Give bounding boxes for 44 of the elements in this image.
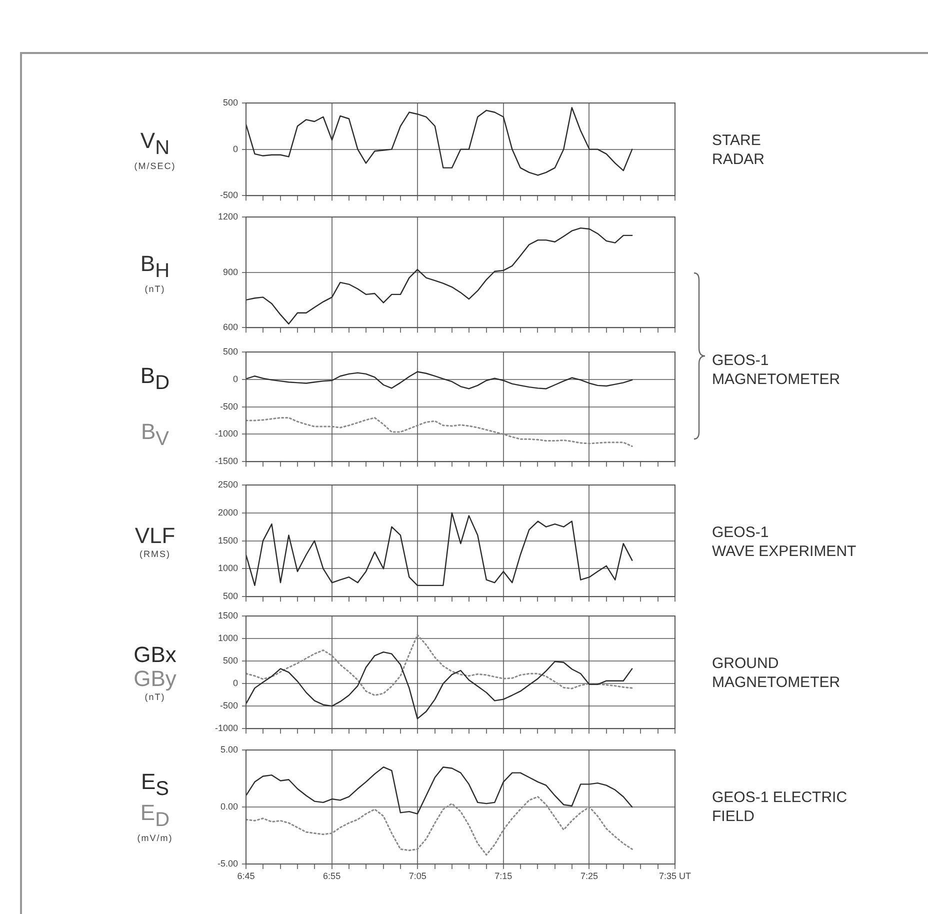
x-tick-label: 6:45 — [237, 870, 255, 881]
y-tick-label: -500 — [220, 700, 238, 711]
y-tick-label: -5.00 — [217, 858, 238, 868]
text: GEOS-1 ELECTRIC FIELD — [712, 788, 848, 826]
y-tick-label: -500 — [220, 401, 238, 412]
y-tick-label: 500 — [222, 346, 238, 356]
y-tick-label: -1000 — [214, 723, 238, 734]
y-tick-label: -500 — [220, 190, 238, 200]
y-axis-title: (mV/m) — [137, 832, 173, 844]
x-tick-label: 7:15 — [494, 870, 512, 881]
y-tick-label: 1000 — [218, 563, 238, 574]
y-tick-label: 900 — [222, 266, 238, 277]
text: GBy — [134, 666, 176, 691]
y-tick-label: 0 — [232, 678, 238, 688]
x-tick-label: 7:05 — [408, 870, 426, 881]
y-tick-label: 0 — [232, 374, 238, 384]
x-tick-label: 7:35 UT — [658, 870, 692, 881]
y-tick-label: 500 — [222, 656, 238, 666]
y-tick-label: 0 — [232, 144, 238, 154]
y-tick-label: 2000 — [218, 507, 238, 518]
y-tick-label: -1000 — [214, 428, 238, 439]
y-tick-label: 1500 — [218, 535, 238, 546]
line-series — [246, 417, 633, 448]
x-tick-label: 6:55 — [323, 870, 341, 881]
text: GEOS-1 WAVE EXPERIMENT — [712, 522, 856, 560]
y-tick-label: 2500 — [218, 479, 238, 490]
text: GROUND MAGNETOMETER — [712, 654, 840, 692]
line-series — [246, 796, 633, 856]
y-axis-title: (nT) — [144, 691, 166, 703]
x-tick-label: 7:25 — [580, 870, 598, 881]
text: GBx — [134, 642, 176, 667]
y-tick-label: 500 — [222, 591, 238, 602]
y-tick-label: 1200 — [218, 211, 238, 222]
y-tick-label: 0.00 — [220, 801, 238, 812]
line-series — [246, 634, 633, 696]
y-tick-label: -1500 — [214, 456, 238, 466]
y-tick-label: 1000 — [218, 633, 238, 644]
y-tick-label: 1500 — [218, 610, 238, 620]
text: STARE RADAR — [712, 131, 765, 169]
y-tick-label: 500 — [222, 97, 238, 108]
y-tick-label: 5.00 — [220, 744, 238, 754]
y-axis-title: VLF (RMS) — [134, 522, 176, 560]
y-tick-label: 600 — [222, 322, 238, 332]
text: GEOS-1 MAGNETOMETER — [712, 350, 840, 388]
